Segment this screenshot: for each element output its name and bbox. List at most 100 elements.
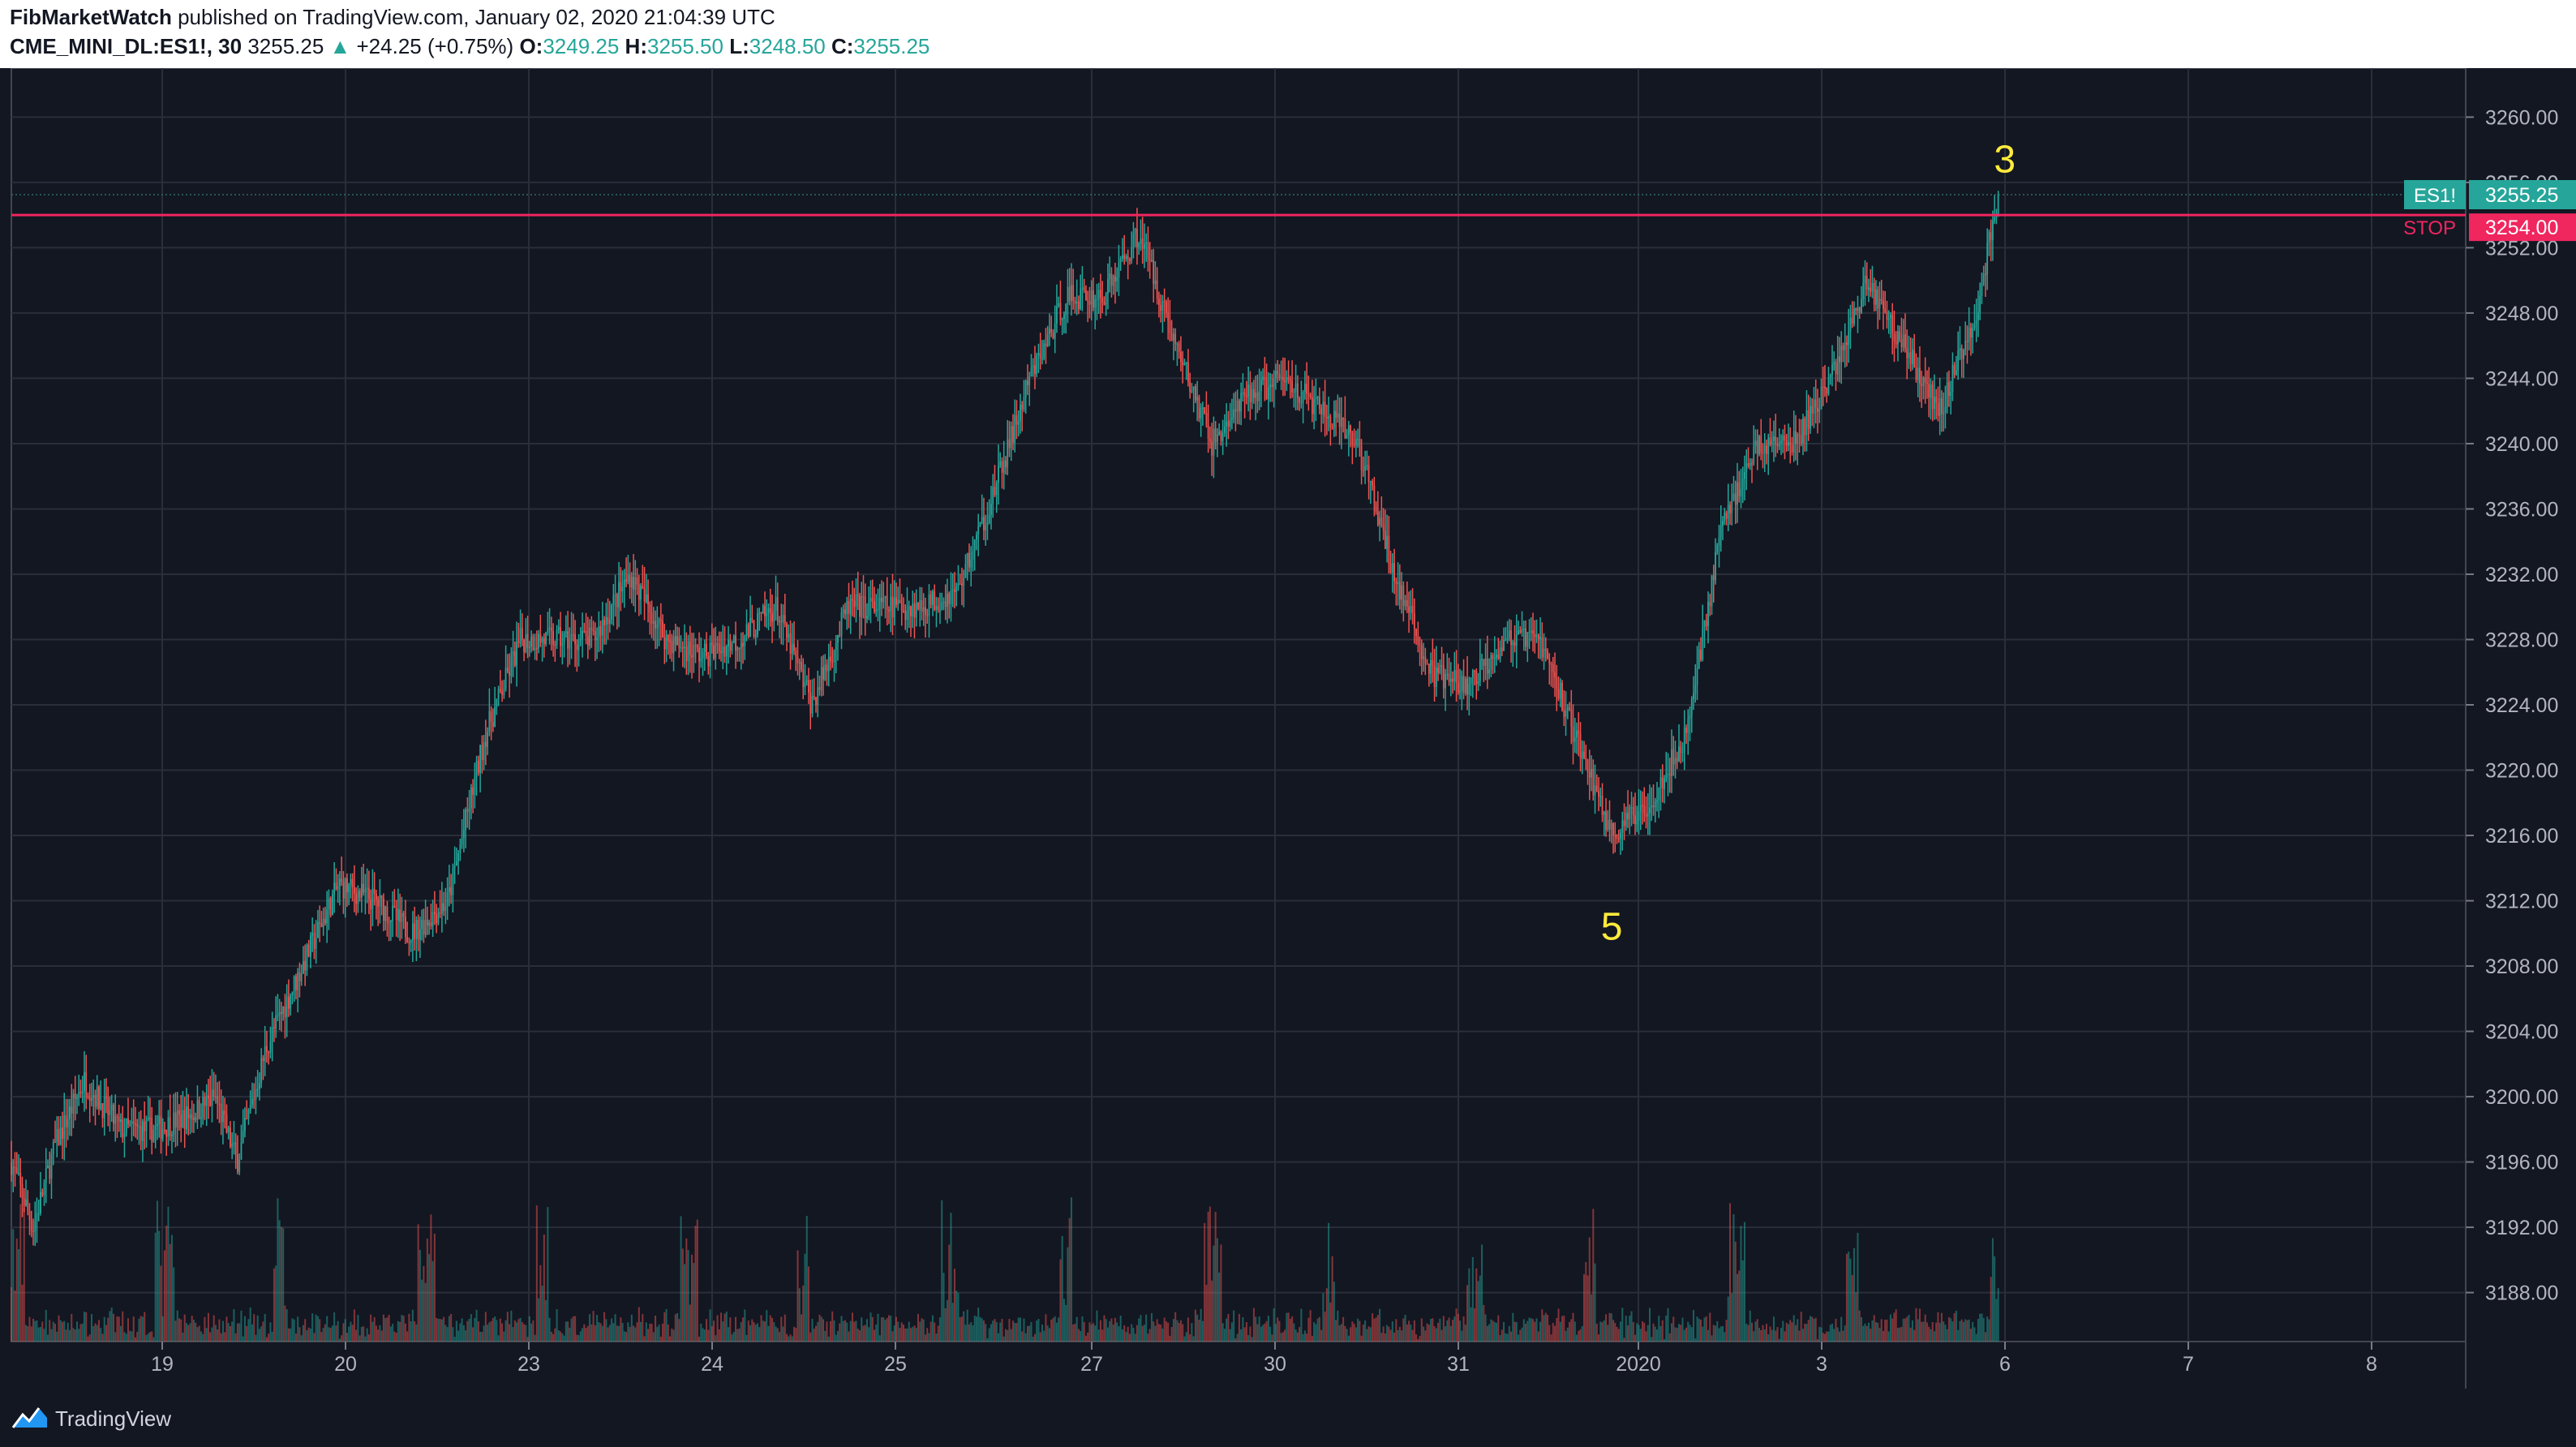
volume-bar <box>758 1327 761 1342</box>
candle-body <box>1982 273 1985 283</box>
candle-body <box>1337 413 1339 418</box>
volume-bar <box>662 1323 664 1342</box>
volume-bar <box>1110 1318 1113 1342</box>
volume-bar <box>424 1282 427 1342</box>
volume-bar <box>1280 1333 1282 1342</box>
price-chart[interactable]: 35 3260.003256.003252.003248.003244.0032… <box>0 68 2576 1389</box>
candle-body <box>470 787 472 809</box>
volume-bar <box>1183 1336 1186 1342</box>
candle-body <box>1556 677 1558 689</box>
volume-bar <box>182 1333 184 1342</box>
volume-bar <box>68 1329 71 1342</box>
volume-bar <box>255 1334 257 1342</box>
volume-bar <box>1127 1326 1129 1342</box>
volume-bar <box>293 1319 295 1342</box>
volume-bar <box>1229 1329 1231 1342</box>
candle-body <box>76 1097 78 1099</box>
candle-body <box>1041 358 1043 360</box>
candle-body <box>468 808 470 812</box>
candle-body <box>886 595 888 610</box>
candle-body <box>1891 315 1894 333</box>
candle-body <box>1632 807 1634 815</box>
volume-bar <box>659 1336 662 1342</box>
volume-bar <box>835 1334 837 1342</box>
candle-body <box>922 607 925 612</box>
volume-bar <box>304 1319 307 1342</box>
volume-bar <box>1360 1335 1363 1342</box>
candle-body <box>1508 630 1510 638</box>
volume-bar <box>1732 1214 1735 1342</box>
volume-bar <box>650 1324 653 1342</box>
candle-body <box>71 1106 73 1114</box>
candle-body <box>738 647 741 650</box>
candle-body <box>320 923 323 927</box>
time-axis[interactable]: 19 20 23 24 25 27 30 31 2020 3 6 7 8 <box>151 1342 2377 1376</box>
candle-body <box>165 1129 168 1137</box>
candle-body <box>1347 425 1350 436</box>
candle-body <box>1043 343 1045 359</box>
candle-body <box>404 917 406 937</box>
volume-bar <box>260 1326 263 1342</box>
volume-bar <box>1398 1326 1401 1342</box>
volume-bar <box>160 1265 162 1342</box>
author-name[interactable]: FibMarketWatch <box>10 5 172 29</box>
candle-body <box>157 1123 158 1127</box>
volume-bar <box>921 1318 923 1342</box>
candle-body <box>1083 287 1085 290</box>
candle-body <box>547 629 549 633</box>
volume-bar <box>523 1324 526 1342</box>
volume-bar <box>1873 1315 1875 1342</box>
volume-bar <box>908 1321 910 1342</box>
candle-body <box>1017 421 1020 425</box>
volume-bar <box>897 1321 899 1342</box>
volume-bar <box>392 1324 394 1342</box>
volume-bar <box>829 1320 832 1342</box>
candle-body <box>277 1015 279 1017</box>
volume-bar <box>614 1314 616 1342</box>
volume-bar <box>853 1321 856 1342</box>
volume-bar <box>341 1335 343 1342</box>
price-axis[interactable]: 3260.003256.003252.003248.003244.003240.… <box>2403 106 2576 1305</box>
volume-bar <box>1776 1327 1779 1342</box>
volume-bar <box>1705 1316 1707 1342</box>
volume-bar <box>401 1315 403 1342</box>
candle-body <box>1922 377 1925 387</box>
volume-bar <box>1106 1327 1109 1342</box>
candle-body <box>1745 463 1748 472</box>
candle-body <box>138 1126 140 1127</box>
volume-bar <box>1721 1325 1724 1342</box>
candle-body <box>1817 407 1818 412</box>
candle-body <box>1510 630 1512 646</box>
candle-body <box>1848 331 1850 346</box>
candle-body <box>713 645 715 659</box>
volume-bar <box>510 1310 513 1342</box>
volume-bar <box>709 1309 711 1342</box>
y-tick-label: 3260.00 <box>2485 106 2558 129</box>
volume-bar <box>884 1320 887 1342</box>
candle-body <box>268 1051 270 1054</box>
candle-body <box>1769 437 1771 445</box>
candle-body <box>1449 678 1452 682</box>
tradingview-brand[interactable]: TradingView <box>55 1406 172 1431</box>
candle-body <box>983 517 985 530</box>
candle-body <box>303 960 304 974</box>
candle-body <box>213 1089 215 1097</box>
volume-bar <box>1844 1325 1846 1342</box>
volume-bar <box>389 1326 392 1342</box>
candle-body <box>1715 552 1716 581</box>
volume-bar <box>1714 1325 1717 1342</box>
volume-bar <box>1823 1333 1826 1342</box>
volume-bar <box>1065 1304 1067 1342</box>
y-tick-label: 3244.00 <box>2485 367 2558 390</box>
candle-body <box>135 1123 136 1125</box>
volume-bar <box>1643 1322 1646 1342</box>
volume-bar <box>1384 1333 1386 1342</box>
candle-body <box>1087 300 1089 302</box>
candle-body <box>766 612 768 616</box>
candle-body <box>869 598 872 602</box>
candle-body <box>744 636 746 646</box>
candle-body <box>69 1106 71 1119</box>
volume-bar <box>1024 1333 1027 1342</box>
volume-bar <box>100 1328 102 1342</box>
candle-body <box>796 656 799 663</box>
